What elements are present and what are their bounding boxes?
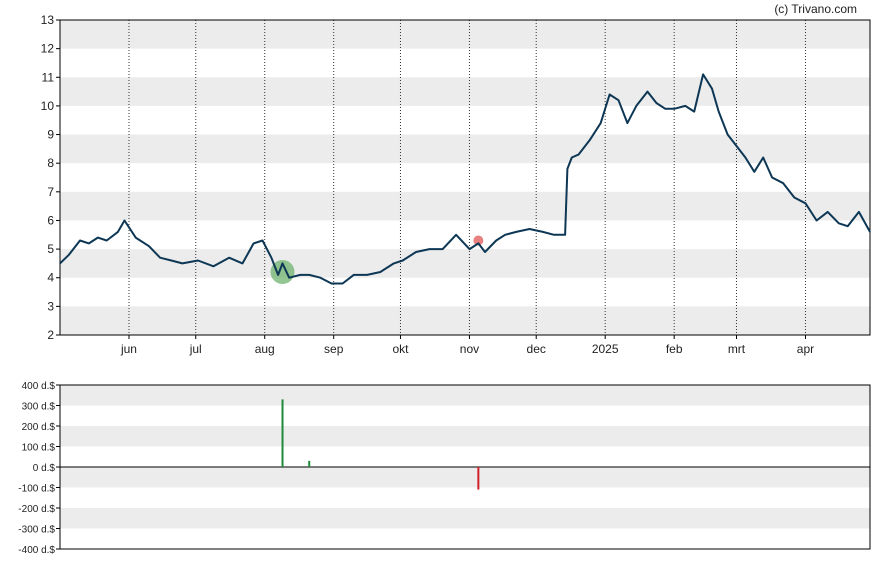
y-tick-label: 13	[41, 13, 55, 27]
y-tick-label: 8	[47, 156, 54, 170]
y-tick-label: 5	[47, 242, 54, 256]
volume-tick-label: -200 d.$	[18, 504, 55, 515]
x-tick-label: aug	[255, 342, 275, 356]
grid-band	[60, 77, 870, 106]
volume-tick-label: 400 d.$	[22, 381, 56, 392]
grid-band	[60, 426, 870, 447]
x-tick-label: apr	[797, 342, 814, 356]
y-tick-label: 7	[47, 185, 54, 199]
x-tick-label: mrt	[728, 342, 746, 356]
grid-band	[60, 134, 870, 164]
sell-marker	[473, 235, 484, 246]
y-tick-label: 2	[47, 328, 54, 342]
x-tick-label: sep	[324, 342, 344, 356]
grid-band	[60, 191, 870, 221]
x-tick-label: okt	[392, 342, 409, 356]
volume-tick-label: -100 d.$	[18, 484, 55, 495]
grid-band	[60, 306, 870, 335]
grid-band	[60, 508, 870, 529]
y-tick-label: 10	[41, 99, 55, 113]
volume-tick-label: -400 d.$	[18, 545, 55, 556]
y-tick-label: 12	[41, 42, 55, 56]
grid-band	[60, 20, 870, 49]
volume-tick-label: -300 d.$	[18, 525, 55, 536]
x-tick-label: jul	[189, 342, 202, 356]
volume-tick-label: 300 d.$	[22, 402, 56, 413]
volume-panel: 400 d.$ 300 d.$ 200 d.$ 100 d.$ 0 d.$ -100 d.…	[18, 381, 871, 556]
x-tick-label: nov	[460, 342, 479, 356]
y-tick-label: 9	[47, 128, 54, 142]
y-tick-label: 11	[42, 70, 55, 84]
x-tick-label: jun	[120, 342, 137, 356]
volume-tick-label: 0 d.$	[33, 463, 56, 474]
x-tick-label: 2025	[592, 342, 619, 356]
plot-frame	[59, 19, 871, 336]
y-tick-label: 3	[47, 299, 54, 313]
x-tick-label: feb	[666, 342, 683, 356]
grid-band	[60, 385, 870, 406]
y-tick-label: 4	[47, 271, 54, 285]
price-line	[59, 73, 871, 285]
credit-label: (c) Trivano.com	[774, 2, 857, 16]
y-tick-label: 6	[47, 213, 54, 227]
grid-band	[60, 467, 870, 488]
price-panel: 2 3 4 5 6 7 8 9 10 11 12 13 jun jul aug sep okt nov dec 202…	[41, 13, 871, 356]
volume-tick-label: 100 d.$	[22, 443, 56, 454]
x-tick-label: dec	[527, 342, 546, 356]
grid-band	[60, 249, 870, 278]
volume-tick-label: 200 d.$	[22, 422, 56, 433]
